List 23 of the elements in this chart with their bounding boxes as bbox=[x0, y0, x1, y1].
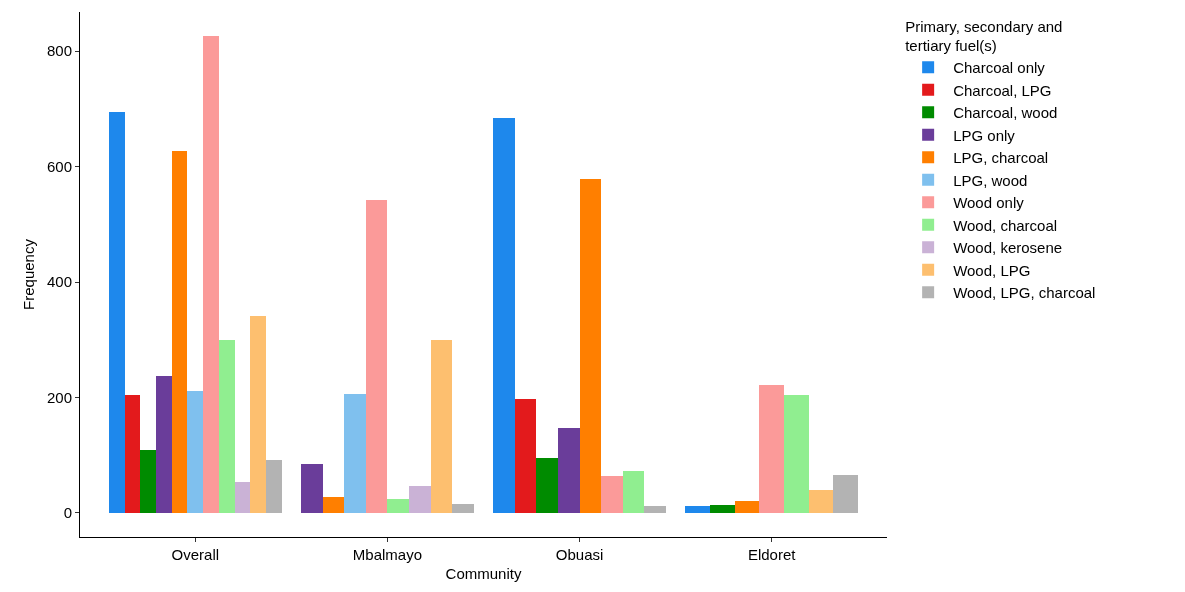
legend-label: LPG, charcoal bbox=[953, 149, 1049, 167]
x-axis-title: Community bbox=[445, 565, 522, 582]
y-axis-title: Frequency bbox=[20, 238, 38, 310]
y-tick-label: 0 bbox=[63, 504, 72, 522]
legend-label: Charcoal, LPG bbox=[953, 81, 1052, 99]
y-tick-label: 800 bbox=[46, 42, 72, 60]
legend-label: Wood, kerosene bbox=[953, 239, 1063, 257]
legend-label: Wood, charcoal bbox=[953, 216, 1058, 234]
legend-label: Wood only bbox=[953, 194, 1025, 212]
x-tick-label: Eldoret bbox=[747, 546, 797, 563]
x-tick-label: Obuasi bbox=[555, 546, 604, 563]
legend-label: Charcoal only bbox=[953, 59, 1046, 77]
x-tick-label: Overall bbox=[171, 546, 220, 563]
y-tick-label: 600 bbox=[46, 157, 72, 175]
legend-label: LPG only bbox=[953, 126, 1016, 144]
legend-title: Primary, secondary and tertiary fuel(s) bbox=[905, 17, 1063, 54]
x-tick-label: Mbalmayo bbox=[352, 546, 423, 563]
y-tick-label: 400 bbox=[46, 273, 72, 291]
legend-label: Charcoal, wood bbox=[953, 104, 1058, 122]
legend-label: Wood, LPG, charcoal bbox=[953, 284, 1096, 302]
legend-label: LPG, wood bbox=[953, 171, 1028, 189]
y-tick-label: 200 bbox=[46, 388, 72, 406]
legend-label: Wood, LPG bbox=[953, 261, 1031, 279]
